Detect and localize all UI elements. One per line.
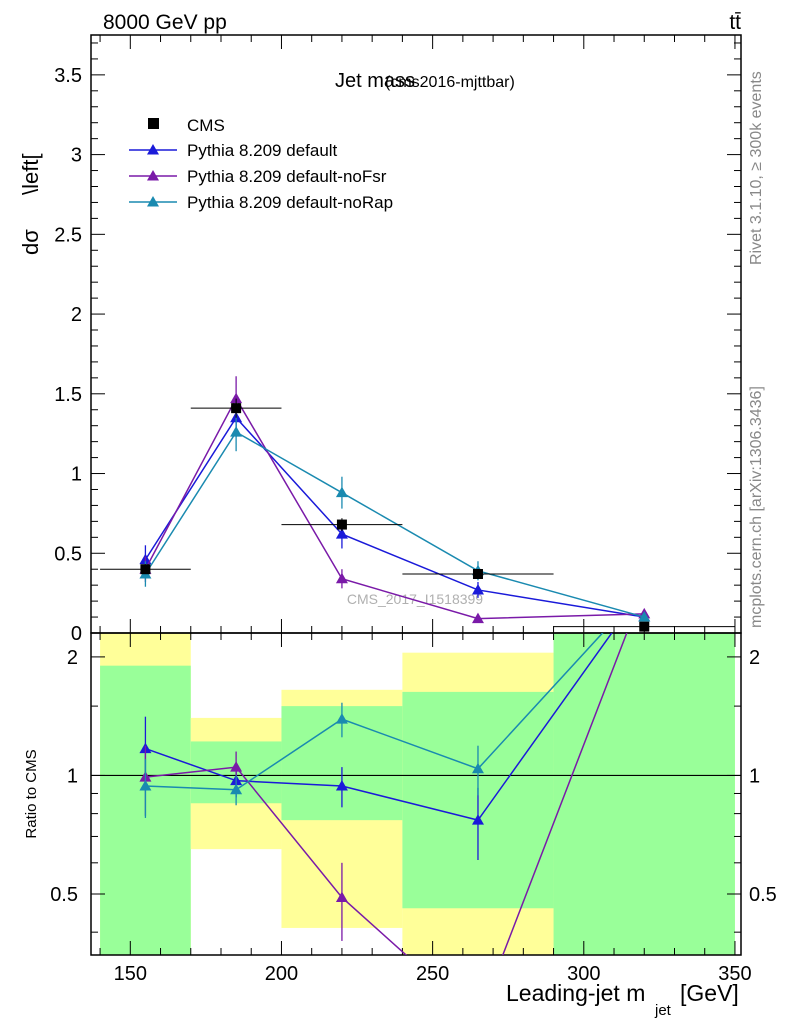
y-axis-label-text: dσ [18, 229, 43, 255]
y-tick-label: 0 [71, 623, 82, 645]
svg-text:\left[: \left[ [18, 153, 43, 195]
ratio-point-2 [230, 783, 243, 795]
ratio-point-1 [230, 761, 243, 772]
ratio-y-tick-label: 1 [67, 765, 78, 787]
x-tick-label: 200 [265, 963, 298, 985]
y-tick-label: 1.5 [54, 384, 82, 406]
analysis-watermark: CMS_2017_I1518399 [347, 591, 483, 607]
y-tick-label: 2 [71, 304, 82, 326]
x-tick-label: 250 [416, 963, 449, 985]
series-point-2 [335, 486, 348, 498]
ratio-y-tick-label: 2 [67, 647, 78, 669]
ratio-plot-frame [90, 632, 742, 956]
legend: CMS Pythia 8.209 default Pythia 8.209 defa… [129, 116, 393, 212]
y-tick-label: 2.5 [54, 224, 82, 246]
axis-ticks [91, 35, 741, 955]
series-point-2 [638, 611, 651, 622]
mcplots-reference-label: mcplots.cern.ch [arXiv:1306.3436] [748, 386, 765, 628]
ratio-point-0 [471, 814, 484, 825]
rivet-version-label: Rivet 3.1.10, ≥ 300k events [748, 71, 765, 265]
series-point-1 [230, 392, 243, 404]
data-point [140, 564, 151, 575]
ratio-point-2 [471, 762, 484, 774]
legend-marker-1 [147, 170, 159, 181]
data-point [472, 568, 483, 579]
ratio-y-tick-label-right: 2 [749, 647, 760, 669]
chart-title: Jet mass [335, 70, 415, 92]
x-tick-label: 350 [718, 963, 751, 985]
x-axis-label: Leading-jet m jet [GeV] [506, 980, 739, 1019]
y-tick-label: 3.5 [54, 65, 82, 87]
ratio-point-0 [335, 780, 348, 791]
y-tick-label: 0.5 [54, 543, 82, 565]
series-line-1 [144, 397, 645, 620]
legend-marker-2 [147, 196, 159, 207]
ratio-y-label: Ratio to CMS [23, 749, 40, 838]
ratio-y-tick-label-right: 0.5 [749, 884, 777, 906]
y-tick-label: 3 [71, 145, 82, 167]
legend-label-data: CMS [187, 116, 225, 135]
ratio-y-tick-label: 0.5 [50, 884, 78, 906]
y-axis-label: dσ \left[ [18, 153, 43, 255]
legend-label-1: Pythia 8.209 default-noFsr [187, 167, 387, 186]
ratio-point-2 [335, 713, 348, 724]
x-axis-label-unit: [GeV] [680, 980, 739, 1006]
x-tick-label: 300 [567, 963, 600, 985]
legend-marker-data [148, 118, 159, 129]
main-series [100, 376, 735, 632]
process-label: tt̄ [729, 11, 741, 34]
series-line-0 [144, 416, 645, 618]
legend-label-2: Pythia 8.209 default-noRap [187, 193, 393, 212]
legend-marker-0 [147, 144, 159, 155]
data-point [639, 621, 650, 632]
y-tick-label: 1 [71, 464, 82, 486]
energy-label: 8000 GeV pp [103, 11, 227, 34]
band-1sigma-4 [553, 633, 735, 955]
data-point [231, 403, 242, 414]
uncertainty-bands [91, 633, 741, 955]
series-point-1 [335, 572, 348, 584]
ratio-point-2 [139, 780, 152, 791]
x-tick-label: 150 [114, 963, 147, 985]
axis-tick-labels: 150 200 250 300 350 0 0.5 1 1.5 2 2.5 3 3.5 0.5 0.5 1 1 2… [50, 65, 777, 985]
ratio-series [139, 633, 628, 955]
series-point-2 [230, 426, 243, 437]
legend-label-0: Pythia 8.209 default [187, 141, 338, 160]
ratio-y-tick-label-right: 1 [749, 765, 760, 787]
series-point-0 [335, 528, 348, 539]
x-axis-label-sub: jet [654, 1002, 672, 1019]
chart-subtitle: (cms2016-mjttbar) [385, 74, 515, 91]
series-point-1 [471, 612, 484, 624]
data-point [336, 519, 347, 530]
x-axis-label-main: Leading-jet m [506, 980, 645, 1006]
series-point-0 [471, 583, 484, 595]
ratio-point-1 [335, 891, 348, 902]
